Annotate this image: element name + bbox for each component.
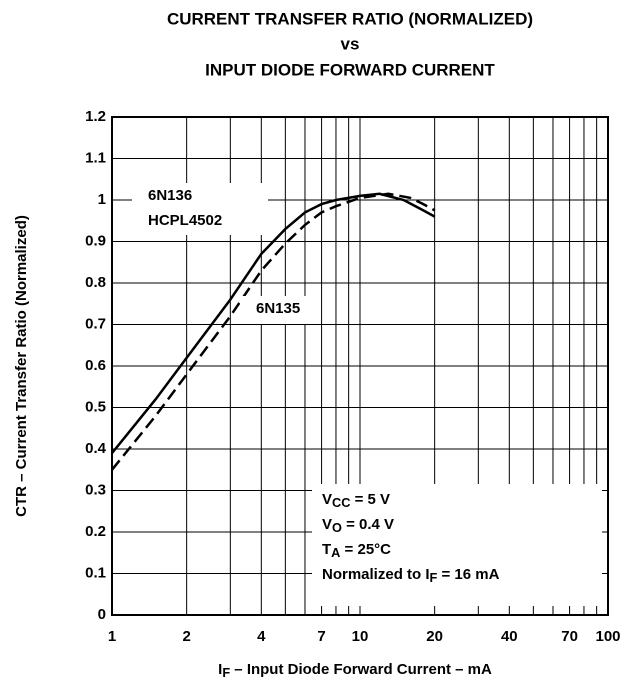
annotation-part: = 5 V: [350, 491, 390, 508]
x-axis-label-part: – Input Diode Forward Current – mA: [230, 661, 492, 678]
chart-title: INPUT DIODE FORWARD CURRENT: [205, 60, 495, 79]
annotation-part: V: [322, 491, 332, 508]
annotation-box: [312, 484, 602, 606]
chart-title: CURRENT TRANSFER RATIO (NORMALIZED): [167, 9, 533, 28]
x-tick-label: 70: [561, 628, 578, 645]
series-line: [111, 192, 436, 471]
y-tick-label: 0.7: [85, 315, 106, 332]
y-tick-label: 0.1: [85, 564, 106, 581]
annotation-part: V: [322, 516, 332, 533]
x-axis-label-part: F: [222, 665, 230, 680]
series-line: [111, 192, 436, 454]
y-tick-label: 0.2: [85, 523, 106, 540]
series-label: HCPL4502: [148, 212, 222, 229]
annotation: Normalized to IF = 16 mA: [322, 566, 500, 585]
y-tick-label: 0.9: [85, 232, 106, 249]
y-tick-label: 1.2: [85, 108, 106, 125]
plot-frame: [111, 116, 609, 616]
annotation-part: = 0.4 V: [342, 516, 394, 533]
y-tick-label: 0.4: [85, 440, 107, 457]
annotation-part: A: [331, 545, 340, 560]
y-tick-label: 0.6: [85, 357, 106, 374]
y-tick-label: 0.8: [85, 274, 106, 291]
y-tick-label: 1: [98, 191, 106, 208]
y-tick-label: 1.1: [85, 149, 106, 166]
x-tick-label: 100: [595, 628, 620, 645]
annotation-part: O: [332, 520, 342, 535]
annotation: TA = 25°C: [322, 541, 391, 560]
annotation: VCC = 5 V: [322, 491, 390, 510]
x-axis-label: IF – Input Diode Forward Current – mA: [218, 661, 492, 680]
x-axis-label-part: I: [218, 661, 222, 678]
x-tick-label: 1: [108, 628, 116, 645]
chart-title: vs: [341, 34, 360, 53]
y-axis-label: CTR – Current Transfer Ratio (Normalized…: [13, 215, 30, 517]
annotation: VO = 0.4 V: [322, 516, 394, 535]
x-tick-label: 4: [257, 628, 266, 645]
series-label: 6N135: [256, 300, 300, 317]
annotation-part: Normalized to I: [322, 566, 430, 583]
y-tick-label: 0.3: [85, 481, 106, 498]
y-tick-label: 0: [98, 606, 106, 623]
x-tick-label: 20: [426, 628, 443, 645]
annotation-part: = 16 mA: [437, 566, 499, 583]
annotation-part: = 25°C: [340, 541, 391, 558]
series-label: 6N136: [148, 187, 192, 204]
annotation-part: F: [430, 570, 438, 585]
annotation-part: T: [322, 541, 331, 558]
label-box: [240, 296, 320, 324]
annotation-part: CC: [332, 495, 350, 510]
label-box: [132, 183, 268, 235]
x-tick-label: 2: [182, 628, 190, 645]
y-tick-label: 0.5: [85, 398, 106, 415]
x-tick-label: 7: [317, 628, 325, 645]
x-tick-label: 10: [352, 628, 369, 645]
x-tick-label: 40: [501, 628, 518, 645]
